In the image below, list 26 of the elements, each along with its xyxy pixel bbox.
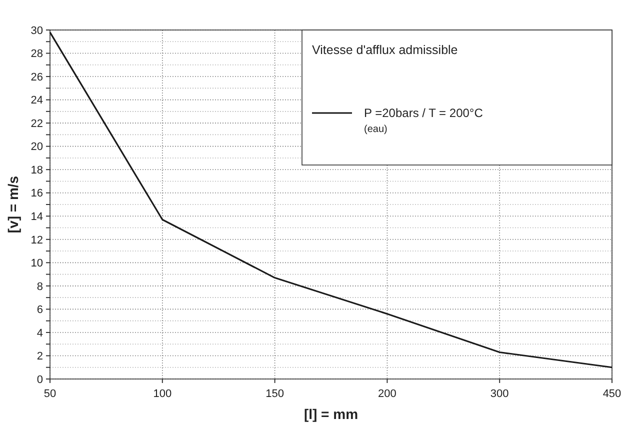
y-tick-label: 0 [36, 374, 43, 386]
x-tick-label: 50 [44, 388, 56, 400]
y-tick-label: 20 [30, 141, 43, 154]
x-tick-label: 200 [378, 388, 396, 400]
y-tick-label: 30 [30, 24, 43, 37]
y-tick-label: 8 [36, 280, 43, 293]
legend-title: Vitesse d'afflux admissible [312, 43, 458, 57]
x-axis-title: [l] = mm [304, 406, 358, 422]
y-tick-label: 28 [30, 48, 43, 60]
legend-label: P =20bars / T = 200°C (eau) [364, 106, 484, 135]
x-tick-label: 100 [153, 388, 172, 400]
y-axis-title: [v] = m/s [5, 176, 21, 234]
x-tick-label: 150 [266, 388, 284, 400]
y-tick-label: 4 [36, 327, 43, 340]
y-tick-label: 2 [36, 350, 43, 363]
y-tick-label: 22 [30, 118, 43, 130]
x-tick-label: 450 [602, 388, 622, 400]
y-tick-label: 18 [30, 164, 43, 176]
y-tick-label: 12 [30, 234, 43, 246]
y-tick-label: 26 [30, 71, 43, 84]
y-tick-label: 16 [30, 188, 43, 200]
y-tick-label: 6 [36, 304, 43, 316]
y-tick-label: 10 [30, 258, 43, 270]
x-tick-label: 300 [490, 388, 509, 400]
y-tick-label: 14 [30, 210, 43, 223]
y-tick-label: 24 [30, 94, 43, 107]
